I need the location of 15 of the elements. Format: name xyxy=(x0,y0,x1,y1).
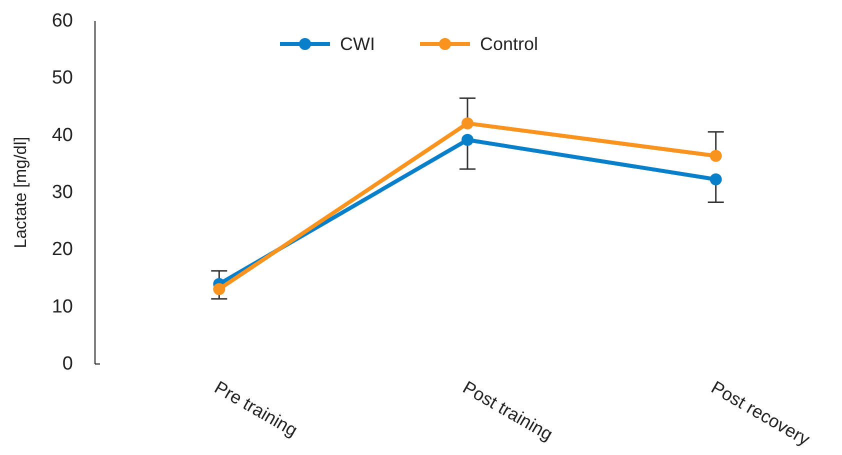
point xyxy=(710,150,722,162)
y-tick-label: 20 xyxy=(52,239,73,260)
y-tick-label: 50 xyxy=(52,68,73,89)
y-tick-label: 10 xyxy=(52,296,73,318)
y-tick-label: 60 xyxy=(52,10,73,32)
legend-label: CWI xyxy=(340,34,375,54)
y-tick-label: 30 xyxy=(52,182,73,203)
y-tick-label: 0 xyxy=(62,354,73,374)
y-axis-title: Lactate [mg/dl] xyxy=(11,136,30,248)
point xyxy=(462,134,474,146)
point xyxy=(710,173,722,186)
point xyxy=(213,283,226,296)
y-tick-label: 40 xyxy=(52,124,73,146)
legend-label: Control xyxy=(480,34,538,54)
point xyxy=(462,117,474,130)
